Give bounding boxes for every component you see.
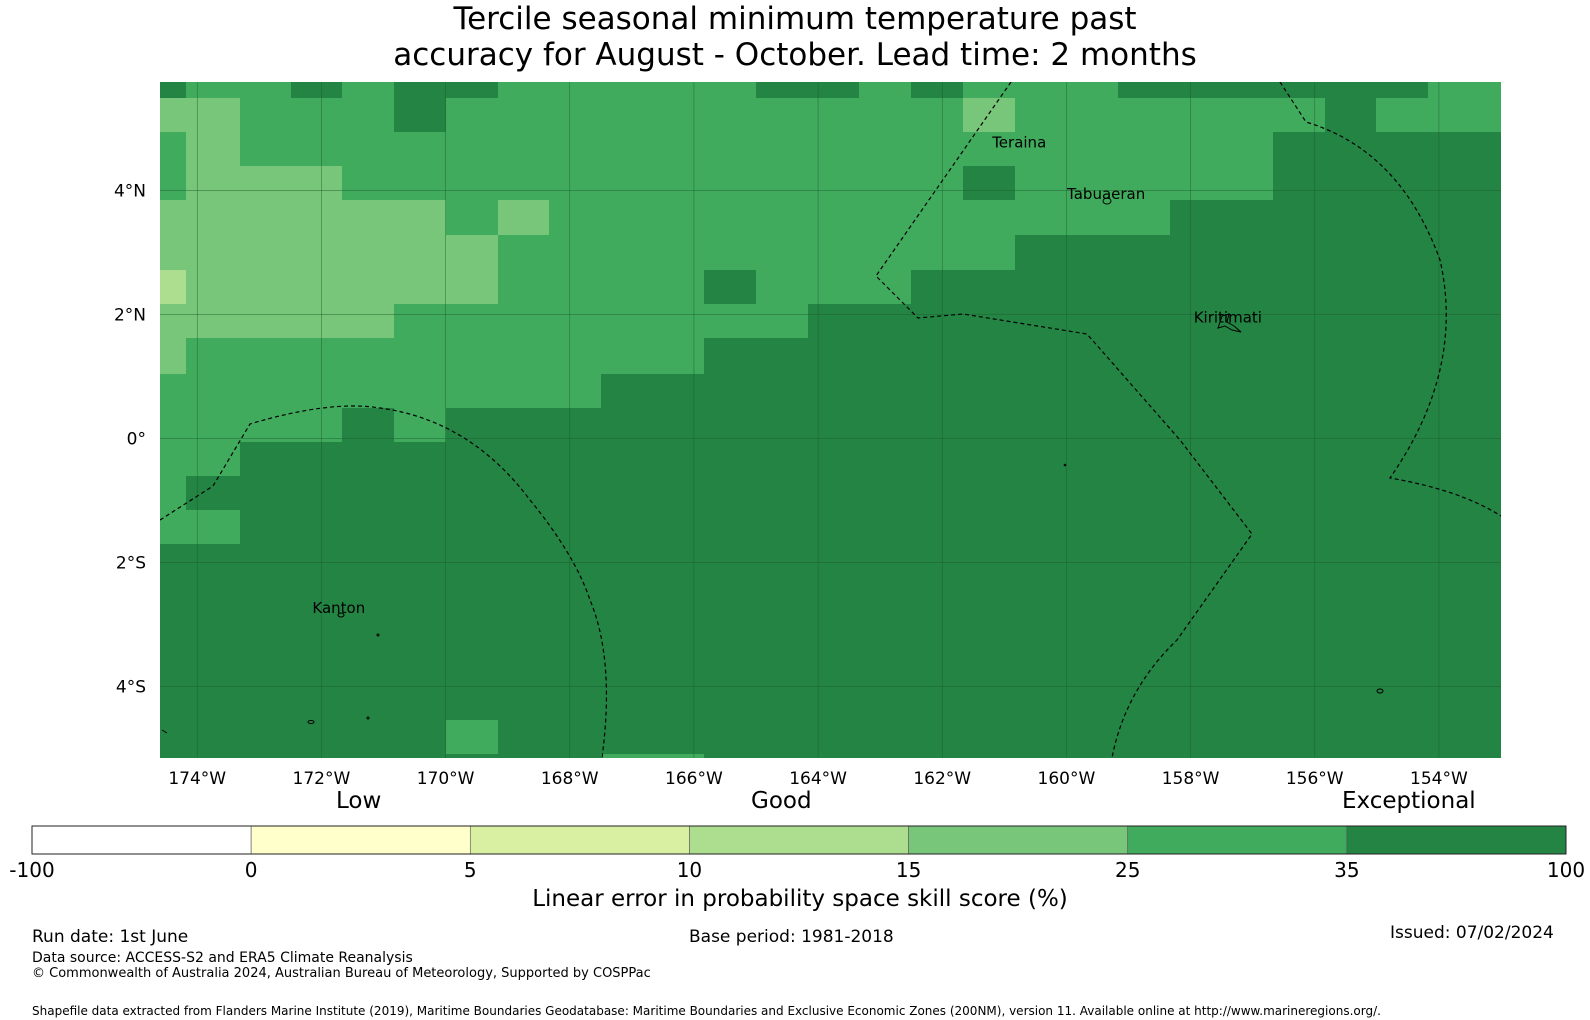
data-source: Data source: ACCESS-S2 and ERA5 Climate …: [32, 950, 413, 966]
category-label-low: Low: [336, 788, 382, 814]
lat-tick-label: 2°S: [116, 554, 146, 574]
place-labels: Teraina Tabuaeran Kiritimati Kanton: [312, 134, 1262, 617]
skill-patch-dark: [446, 82, 498, 98]
skill-patch-medium: [601, 754, 704, 758]
island-kiritimati: [1217, 313, 1242, 333]
colorbar-tick-label: 5: [464, 858, 477, 882]
island-small: [376, 633, 380, 637]
colorbar-tick-label: -100: [9, 858, 54, 882]
category-label-good: Good: [751, 788, 812, 814]
skill-region-medium: [160, 82, 1325, 544]
colorbar: -100 0 5 10 15 25 35 100: [9, 825, 1585, 882]
lon-tick-label: 162°W: [913, 769, 971, 789]
place-label-teraina: Teraina: [991, 134, 1046, 152]
lon-tick-label: 154°W: [1410, 769, 1468, 789]
colorbar-tick-label: 100: [1547, 858, 1585, 882]
lon-tick-label: 164°W: [789, 769, 847, 789]
skill-patch-light: [498, 200, 549, 235]
island-small: [366, 716, 370, 720]
island-small: [307, 720, 315, 724]
lon-tick-label: 174°W: [168, 769, 226, 789]
island-small: [1376, 688, 1384, 694]
colorbar-frame: [31, 825, 1567, 855]
colorbar-tick-label: 25: [1115, 858, 1140, 882]
lon-tick-label: 170°W: [417, 769, 475, 789]
map-axes: 174°W 172°W 170°W 168°W 166°W 164°W 162°W 160°W…: [114, 182, 1468, 789]
island-small: [161, 729, 168, 734]
skill-patch-medium: [160, 132, 186, 200]
copyright: © Commonwealth of Australia 2024, Austra…: [32, 966, 651, 981]
skill-patch-dark: [756, 82, 859, 98]
skill-patch-dark: [342, 408, 394, 442]
category-label-exceptional: Exceptional: [1342, 788, 1476, 814]
lon-tick-label: 166°W: [665, 769, 723, 789]
map-grid: [160, 82, 1501, 758]
lon-tick-label: 168°W: [541, 769, 599, 789]
skill-patch-lightest: [160, 270, 186, 304]
colorbar-segment: [31, 825, 252, 855]
skill-patch-dark: [160, 82, 186, 98]
skill-patch-medium: [446, 720, 498, 754]
skill-patch-dark: [911, 82, 963, 98]
lon-tick-label: 156°W: [1286, 769, 1344, 789]
lon-tick-label: 160°W: [1038, 769, 1096, 789]
skill-patch-dark: [704, 270, 756, 304]
place-label-kiritimati: Kiritimati: [1194, 309, 1262, 327]
chart-title-line-2: accuracy for August - October. Lead time…: [393, 37, 1197, 73]
colorbar-title: Linear error in probability space skill …: [532, 886, 1068, 912]
lon-tick-label: 158°W: [1162, 769, 1220, 789]
colorbar-tick-label: 15: [896, 858, 921, 882]
islands: [161, 197, 1384, 734]
base-period: Base period: 1981-2018: [689, 927, 894, 947]
place-label-tabuaeran: Tabuaeran: [1066, 185, 1145, 203]
chart-title-line-1: Tercile seasonal minimum temperature pas…: [453, 1, 1137, 37]
lat-tick-label: 0°: [127, 430, 146, 450]
skill-patch-dark: [963, 166, 1015, 200]
island-kanton: [337, 612, 345, 618]
colorbar-tick-label: 35: [1334, 858, 1359, 882]
skill-patch-dark: [394, 82, 446, 132]
island-small: [1063, 463, 1067, 467]
colorbar-tick-label: 0: [245, 858, 258, 882]
skill-patch-dark: [1118, 82, 1428, 98]
skill-region-light: [160, 98, 498, 374]
colorbar-segment: [908, 825, 1129, 855]
colorbar-segment: [250, 825, 471, 855]
skill-patch-dark: [291, 82, 342, 98]
colorbar-segment: [1127, 825, 1348, 855]
run-date: Run date: 1st June: [32, 927, 189, 947]
lon-tick-label: 172°W: [293, 769, 351, 789]
skill-field: [160, 82, 1501, 758]
island-tabuaeran: [1102, 197, 1112, 205]
eez-boundary-phoenix: [160, 405, 608, 758]
shapefile-credit: Shapefile data extracted from Flanders M…: [32, 1004, 1381, 1018]
issued-date: Issued: 07/02/2024: [1390, 923, 1554, 943]
lat-tick-label: 4°N: [114, 182, 146, 202]
lat-tick-label: 2°N: [114, 306, 146, 326]
colorbar-segment: [689, 825, 909, 855]
lat-tick-label: 4°S: [116, 678, 146, 698]
colorbar-tick-label: 10: [677, 858, 702, 882]
eez-boundary-east: [1279, 82, 1501, 517]
eez-boundary-line-islands: [875, 82, 1253, 758]
skill-patch-light: [963, 98, 1015, 132]
skill-patch-medium: [446, 200, 498, 235]
eez-boundaries: [160, 82, 1501, 758]
colorbar-segment: [1346, 825, 1567, 855]
place-label-kanton: Kanton: [312, 599, 365, 617]
colorbar-segment: [469, 825, 690, 855]
